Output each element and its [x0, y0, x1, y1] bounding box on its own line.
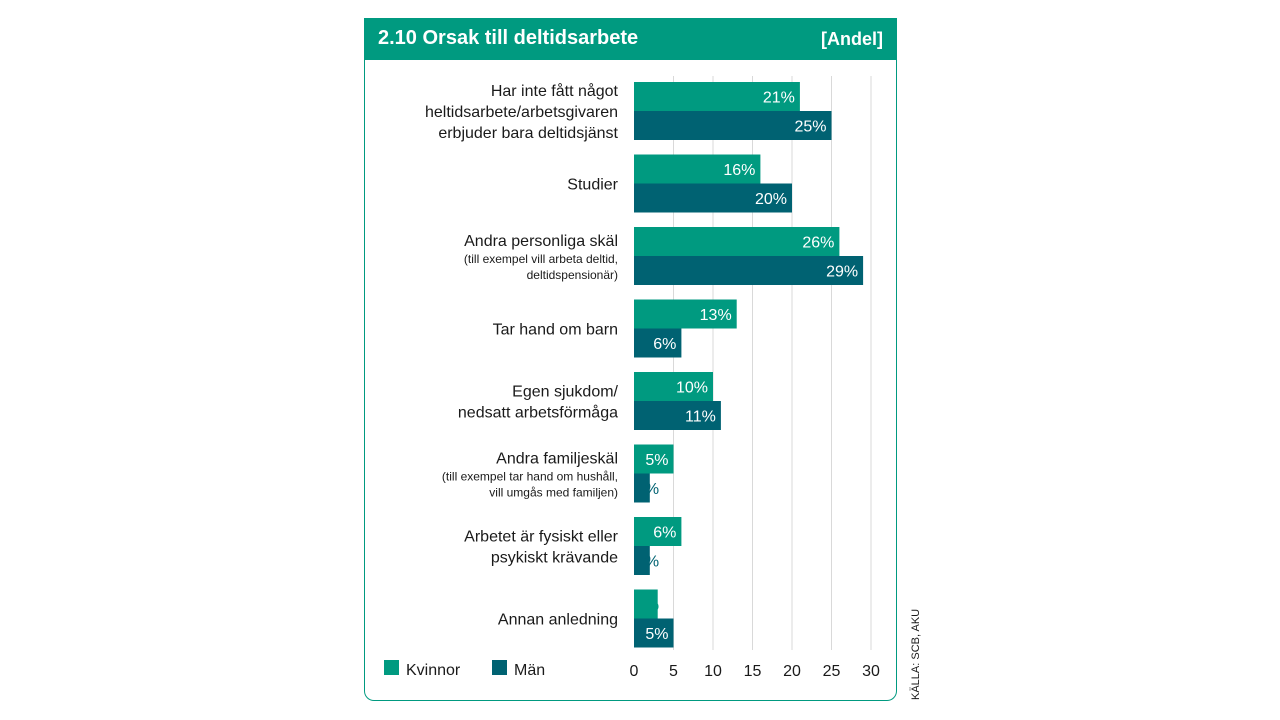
data-label: 11% [685, 409, 716, 426]
x-tick-label: 10 [704, 663, 722, 680]
bar-man [634, 111, 832, 140]
data-label: 5% [645, 626, 668, 643]
legend-swatch [492, 660, 507, 675]
chart-header: 2.10 Orsak till deltidsarbete [Andel] [364, 18, 897, 60]
bar-kvinnor [634, 154, 761, 184]
x-tick-label: 25 [823, 663, 841, 680]
x-tick-label: 30 [862, 663, 880, 680]
category-label: psykiskt krävande [491, 549, 618, 566]
category-label: Studier [567, 176, 618, 193]
source-note: KÄLLA: SCB, AKU [910, 608, 922, 700]
category-label: heltidsarbete/arbetsgivaren [425, 104, 618, 121]
bar-kvinnor [634, 444, 674, 474]
chart-unit: [Andel] [821, 29, 883, 49]
bar-man [634, 401, 721, 430]
category-sublabel: (till exempel vill arbeta deltid, [464, 252, 618, 266]
data-label: 26% [802, 235, 834, 252]
bar-man [634, 183, 792, 213]
x-tick-label: 0 [630, 663, 639, 680]
category-label: nedsatt arbetsförmåga [458, 403, 618, 421]
data-label: 5% [645, 452, 668, 469]
category-sublabel: deltidspensionär) [527, 268, 618, 282]
category-label: Andra personliga skäl [464, 233, 618, 250]
category-label: erbjuder bara deltidsjänst [438, 125, 618, 142]
category-label: Andra familjeskäl [496, 450, 618, 467]
bar-man [634, 618, 674, 648]
data-label: 6% [653, 336, 676, 353]
bar-man [634, 473, 650, 503]
category-label: Annan anledning [498, 611, 618, 628]
bar-kvinnor [634, 589, 658, 619]
data-label: 3% [636, 597, 659, 614]
data-label: 10% [676, 380, 708, 397]
x-tick-label: 15 [744, 663, 762, 680]
bar-kvinnor [634, 517, 682, 546]
category-label: Arbetet är fysiskt eller [464, 528, 619, 545]
bar-kvinnor [634, 82, 800, 111]
category-sublabel: (till exempel tar hand om hushåll, [442, 469, 618, 483]
data-label: 20% [755, 191, 787, 208]
legend-label: Kvinnor [406, 662, 461, 679]
data-label: 29% [826, 264, 858, 281]
bar-man [634, 546, 650, 575]
legend-swatch [384, 660, 399, 675]
bar-kvinnor [634, 372, 713, 401]
data-label: 2% [636, 481, 659, 498]
category-sublabel: vill umgås med familjen) [489, 485, 618, 499]
bar-kvinnor [634, 227, 840, 256]
data-label: 13% [700, 307, 732, 324]
bar-man [634, 328, 682, 358]
x-tick-label: 5 [669, 663, 678, 680]
x-tick-label: 20 [783, 663, 801, 680]
data-label: 21% [763, 90, 795, 107]
data-label: 16% [723, 162, 755, 179]
legend-label: Män [514, 662, 545, 679]
chart-title: 2.10 Orsak till deltidsarbete [378, 27, 639, 49]
bar-kvinnor [634, 299, 737, 329]
bar-man [634, 256, 864, 285]
data-label: 2% [636, 554, 659, 571]
data-label: 6% [653, 525, 676, 542]
data-label: 25% [794, 119, 826, 136]
category-label: Tar hand om barn [493, 321, 618, 338]
category-label: Har inte fått något [491, 82, 619, 100]
category-label: Egen sjukdom/ [512, 383, 618, 400]
